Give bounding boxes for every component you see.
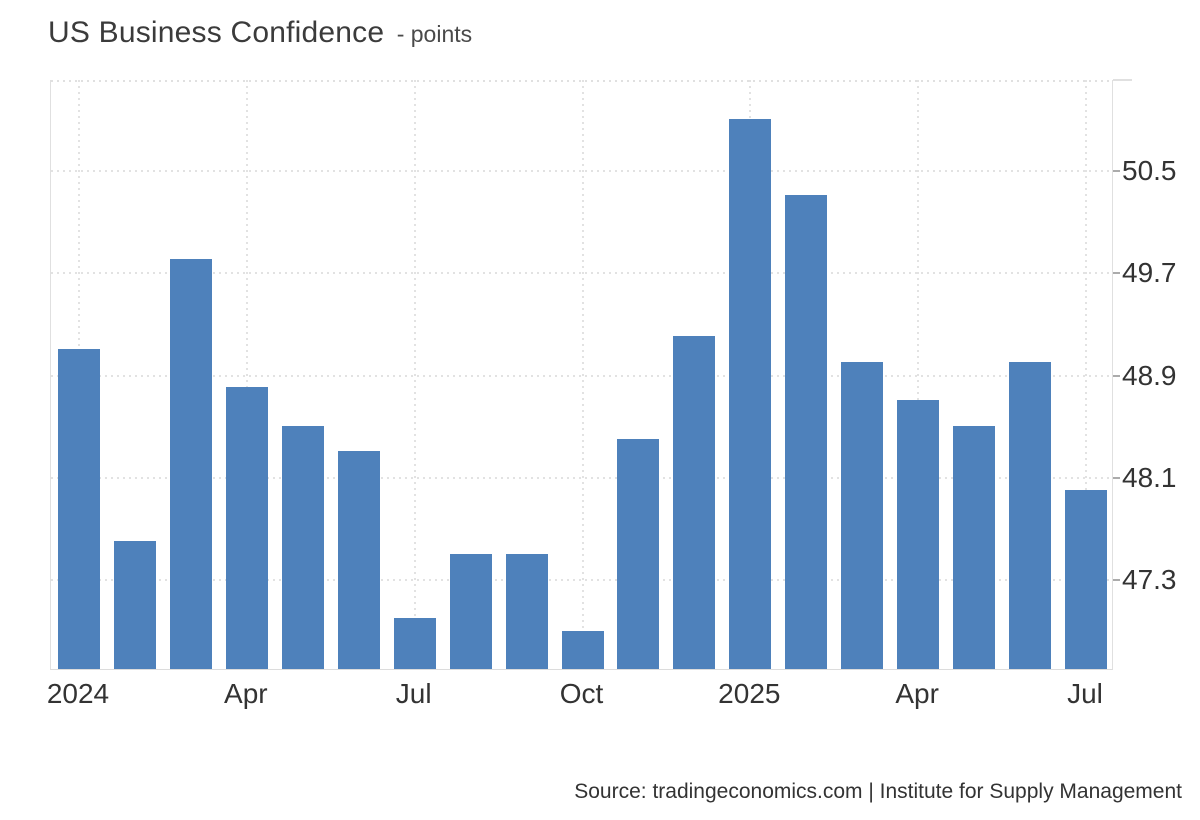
x-tick-label-apr: Apr [895,678,939,709]
x-tick-label-jul: Jul [1067,678,1103,709]
axis-corner-tick [1113,79,1132,81]
x-tick-label-oct: Oct [559,678,604,709]
bar-mar-2024[interactable] [169,259,212,669]
bar-sep-2024[interactable] [505,553,548,669]
y-axis-tick [1113,374,1120,377]
x-tick-label-2024: 2024 [46,678,110,709]
bar-feb-2024[interactable] [113,541,156,669]
chart-header: US Business Confidence - points [48,16,472,50]
bar-apr-2024[interactable] [225,387,268,669]
y-axis-tick [1113,579,1120,582]
x-tick-label-2025: 2025 [718,678,781,709]
v-gridline-apr [917,80,920,669]
y-tick-label-47.3: 47.3 [1122,564,1177,596]
bar-may-2024[interactable] [281,425,324,669]
bar-jul-2024[interactable] [393,617,436,669]
bar-nov-2024[interactable] [617,438,660,669]
y-axis-tick [1113,272,1120,275]
bar-dec-2024[interactable] [673,336,716,669]
y-axis-tick [1113,169,1120,172]
y-tick-label-49.7: 49.7 [1122,257,1177,289]
bar-jan-2025[interactable] [729,118,772,669]
y-tick-label-48.9: 48.9 [1122,359,1177,391]
bar-jul-2025[interactable] [1065,489,1107,669]
y-tick-label-48.1: 48.1 [1122,462,1177,494]
v-gridline-jul [1085,80,1087,669]
h-gridline-48.1 [51,477,1112,480]
bar-oct-2024[interactable] [561,630,604,669]
x-tick-label-apr: Apr [224,678,268,709]
bar-feb-2025[interactable] [785,195,828,669]
v-gridline-apr [245,80,248,669]
bar-aug-2024[interactable] [449,553,492,669]
plot-area [50,80,1113,670]
v-gridline-jul [413,80,416,669]
y-axis-tick [1113,477,1120,480]
v-gridline-oct [581,80,584,669]
bar-jun-2024[interactable] [337,451,380,669]
h-gridline-49.7 [51,272,1112,275]
h-gridline-48.9 [51,374,1112,377]
y-tick-label-50.5: 50.5 [1122,154,1177,186]
bar-may-2025[interactable] [953,425,996,669]
chart-title-suffix: - points [396,21,473,47]
bar-mar-2025[interactable] [841,361,884,669]
bar-jan-2024[interactable] [58,349,100,669]
bar-apr-2025[interactable] [897,400,940,669]
x-tick-label-jul: Jul [395,678,432,709]
h-gridline-47.3 [51,579,1112,582]
bar-jun-2025[interactable] [1009,361,1052,669]
h-gridline-50.5 [51,169,1112,172]
chart-title: US Business Confidence [48,16,385,49]
source-text: Source: tradingeconomics.com | Institute… [574,780,1182,803]
